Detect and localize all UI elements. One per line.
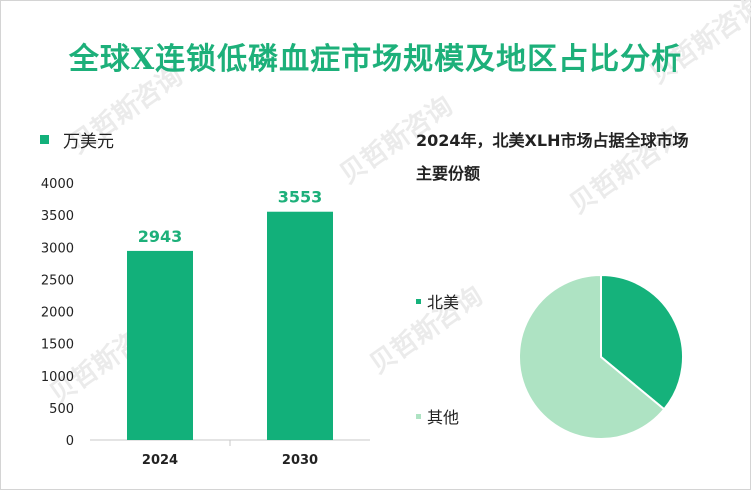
pie-slice [600,273,684,411]
page-title: 全球X连锁低磷血症市场规模及地区占比分析 [68,42,683,77]
y-tick-label: 3500 [41,209,74,224]
pie-title: 2024年，北美XLH市场占据全球市场 主要份额 [416,124,726,190]
pie-title-line2: 主要份额 [416,164,481,183]
y-tick-label: 500 [49,402,74,417]
x-tick-label: 2024 [142,453,178,468]
bar [127,250,193,440]
pie-title-line1: 2024年，北美XLH市场占据全球市场 [416,131,689,150]
pie-legend-label: 北美 [427,293,460,312]
legend-swatch [416,413,421,419]
y-tick-label: 1000 [41,370,74,385]
bar [267,211,333,440]
legend-swatch [416,298,421,304]
y-tick-label: 3000 [41,241,74,256]
bar-legend-label: 万美元 [63,132,114,152]
bar-value-label: 3553 [278,188,323,207]
y-tick-label: 0 [66,434,74,449]
y-tick-label: 1500 [41,338,74,353]
y-tick-label: 4000 [41,177,74,192]
pie-legend-label: 其他 [427,408,460,427]
pie-legend-other: 其他 [416,404,459,428]
y-tick-label: 2500 [41,273,74,288]
pie-slice [518,273,666,440]
pie-legend-north-america: 北美 [416,289,459,313]
y-tick-label: 2000 [41,306,74,321]
x-tick-label: 2030 [282,453,318,468]
legend-swatch [40,135,49,144]
bar-value-label: 2943 [138,227,183,246]
bar-legend: 万美元 [40,127,114,152]
